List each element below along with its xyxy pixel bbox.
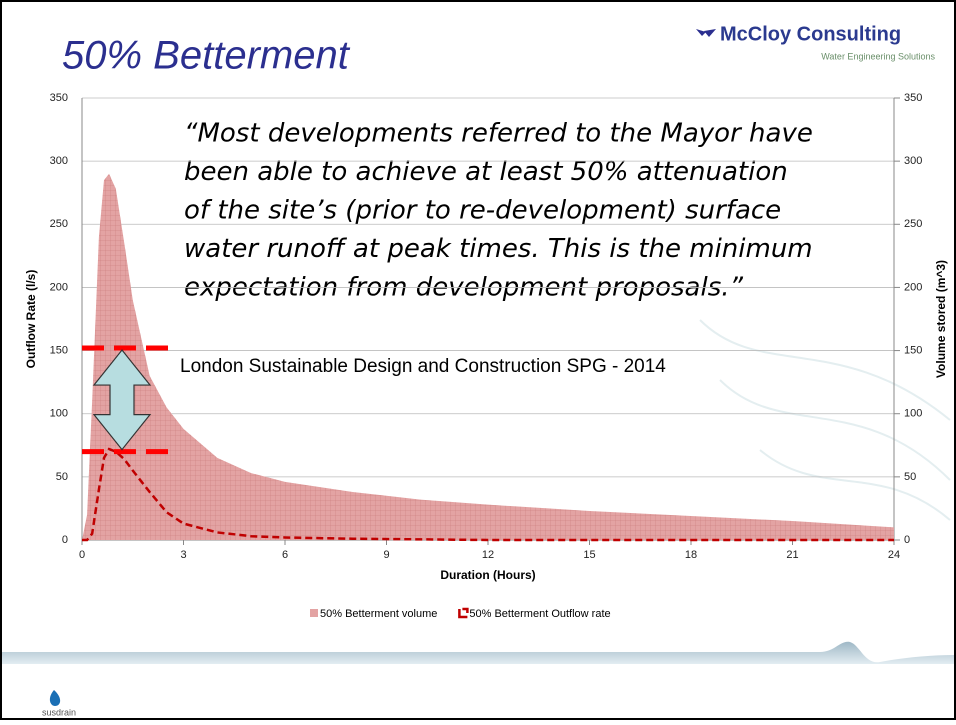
legend-label: 50% Betterment volume <box>320 608 437 620</box>
x-tick-label: 6 <box>282 549 288 561</box>
y2-tick-label: 100 <box>904 408 922 420</box>
y-axis-title: Outflow Rate (l/s) <box>24 270 38 369</box>
source-citation: London Sustainable Design and Constructi… <box>180 356 666 377</box>
y2-tick-label: 50 <box>904 471 916 483</box>
y2-tick-label: 150 <box>904 344 922 356</box>
logo-tagline: Water Engineering Solutions <box>821 51 935 61</box>
y2-tick-label: 200 <box>904 281 922 293</box>
slide-title: 50% Betterment <box>62 34 351 78</box>
y-tick-label: 150 <box>50 344 68 356</box>
background-wave <box>699 319 951 521</box>
y2-tick-label: 350 <box>904 92 922 104</box>
footer-logo-drop <box>49 690 61 706</box>
y-tick-label: 50 <box>56 471 68 483</box>
legend-swatch <box>458 607 469 619</box>
y-tick-label: 200 <box>50 281 68 293</box>
y-tick-label: 250 <box>50 218 68 230</box>
area-hatch <box>82 173 894 540</box>
y2-tick-label: 250 <box>904 218 922 230</box>
quote: “Most developments referred to the Mayor… <box>184 119 813 303</box>
quote-line: been able to achieve at least 50% attenu… <box>184 157 788 187</box>
x-tick-label: 15 <box>583 549 595 561</box>
x-tick-label: 3 <box>180 549 186 561</box>
legend-swatch <box>310 609 318 617</box>
x-tick-label: 18 <box>685 549 697 561</box>
y-tick-label: 300 <box>50 155 68 167</box>
x-tick-label: 12 <box>482 549 494 561</box>
x-axis-title: Duration (Hours) <box>440 568 535 582</box>
footer-logo: susdrain <box>42 707 76 717</box>
x-tick-label: 0 <box>79 549 85 561</box>
logo-icon <box>696 29 716 37</box>
y2-axis-title: Volume stored (m^3) <box>934 260 948 378</box>
y2-tick-label: 0 <box>904 534 910 546</box>
footer-band <box>2 641 954 664</box>
x-tick-label: 9 <box>383 549 389 561</box>
x-tick-label: 21 <box>786 549 798 561</box>
quote-line: “Most developments referred to the Mayor… <box>184 119 813 149</box>
quote-line: of the site’s (prior to re-development) … <box>184 196 781 226</box>
double-arrow <box>92 349 152 451</box>
y2-tick-label: 300 <box>904 155 922 167</box>
legend-label: 50% Betterment Outflow rate <box>469 608 610 620</box>
y-tick-label: 0 <box>62 534 68 546</box>
x-tick-label: 24 <box>888 549 900 561</box>
y-tick-label: 350 <box>50 92 68 104</box>
quote-line: water runoff at peak times. This is the … <box>184 234 813 264</box>
line <box>82 447 894 542</box>
y-tick-label: 100 <box>50 408 68 420</box>
logo-text: McCloy Consulting <box>720 23 901 45</box>
